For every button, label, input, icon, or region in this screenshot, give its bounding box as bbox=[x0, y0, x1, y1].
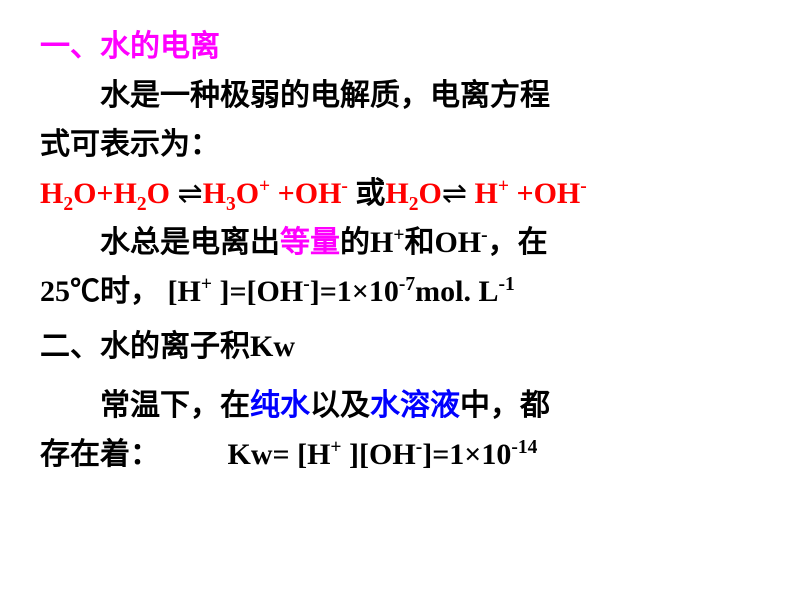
p2-a: 水总是电离出 bbox=[100, 226, 280, 259]
p2-hplus: + bbox=[393, 225, 404, 246]
p2l2-plus: + bbox=[201, 274, 212, 295]
p2l2-exp7: -7 bbox=[399, 274, 415, 295]
p2l2-exp1: -1 bbox=[498, 274, 514, 295]
kw-a: Kw= [H bbox=[228, 438, 331, 471]
eq-sup-minus1: - bbox=[341, 176, 348, 197]
eq-h2o-1: H bbox=[40, 177, 63, 210]
eq-sub-2a: 2 bbox=[63, 194, 73, 215]
eq-sub-2c: 2 bbox=[409, 194, 419, 215]
eq-h3o-h: H bbox=[203, 177, 226, 210]
para2-line2: 25℃时， [H+ ]=[OH-]=1×10-7mol. L-1 bbox=[40, 269, 760, 314]
eq-sup-minus2: - bbox=[580, 176, 587, 197]
eq-h2o-2o: O bbox=[419, 177, 442, 210]
eq-oh2: +OH bbox=[509, 177, 580, 210]
kw-exp: -14 bbox=[511, 437, 537, 458]
equilibrium-arrow-1: ⇌ bbox=[177, 177, 202, 210]
p2-equal: 等量 bbox=[280, 226, 340, 259]
eq-sup-plus2: + bbox=[498, 176, 509, 197]
eq-oh1: +OH bbox=[270, 177, 341, 210]
kw-plus: + bbox=[330, 437, 341, 458]
ionization-equation: H2O+H2O ⇌H3O+ +OH- 或H2O⇌ H+ +OH- bbox=[40, 171, 760, 216]
p2l2-d: mol. L bbox=[415, 275, 498, 308]
eq-or: 或 bbox=[355, 177, 385, 210]
p3-aqueous: 水溶液 bbox=[370, 389, 460, 422]
heading-2: 二、水的离子积Kw bbox=[40, 324, 760, 369]
slide: 一、水的电离 水是一种极弱的电解质，电离方程 式可表示为： H2O+H2O ⇌H… bbox=[0, 0, 800, 501]
intro-line-1: 水是一种极弱的电解质，电离方程 bbox=[40, 73, 760, 118]
p3-pure-water: 纯水 bbox=[250, 389, 310, 422]
kw-equation: Kw= [H+ ][OH-]=1×10-14 bbox=[168, 438, 538, 471]
eq-sub-2b: 2 bbox=[137, 194, 147, 215]
eq-h3o-o: O bbox=[236, 177, 259, 210]
p3-line2: 存在着： bbox=[40, 438, 160, 471]
p3-b: 以及 bbox=[310, 389, 370, 422]
para3-line2-wrap: 存在着： Kw= [H+ ][OH-]=1×10-14 bbox=[40, 432, 760, 477]
eq-o2: O bbox=[147, 177, 170, 210]
p3-a: 常温下，在 bbox=[100, 389, 250, 422]
p2-c: 和OH bbox=[404, 226, 481, 259]
kw-c: ]=1×10 bbox=[422, 438, 511, 471]
p2l2-b: ]=[OH bbox=[212, 275, 303, 308]
p2-d: ，在 bbox=[488, 226, 548, 259]
p3-c: 中，都 bbox=[460, 389, 550, 422]
para3-line1: 常温下，在纯水以及水溶液中，都 bbox=[40, 383, 760, 428]
p2l2-a: 25℃时， [H bbox=[40, 275, 201, 308]
equilibrium-arrow-2: ⇌ bbox=[442, 177, 467, 210]
eq-hplus: H bbox=[467, 177, 498, 210]
para2-line1: 水总是电离出等量的H+和OH-，在 bbox=[40, 220, 760, 265]
intro-line-2: 式可表示为： bbox=[40, 122, 760, 167]
eq-sup-plus1: + bbox=[259, 176, 270, 197]
heading-1: 一、水的电离 bbox=[40, 24, 760, 69]
p2-b: 的H bbox=[340, 226, 393, 259]
eq-h2o-2h: H bbox=[385, 177, 408, 210]
eq-oh2o: O+H bbox=[73, 177, 137, 210]
eq-sub-3: 3 bbox=[226, 194, 236, 215]
kw-b: ][OH bbox=[342, 438, 416, 471]
p2l2-c: ]=1×10 bbox=[310, 275, 399, 308]
